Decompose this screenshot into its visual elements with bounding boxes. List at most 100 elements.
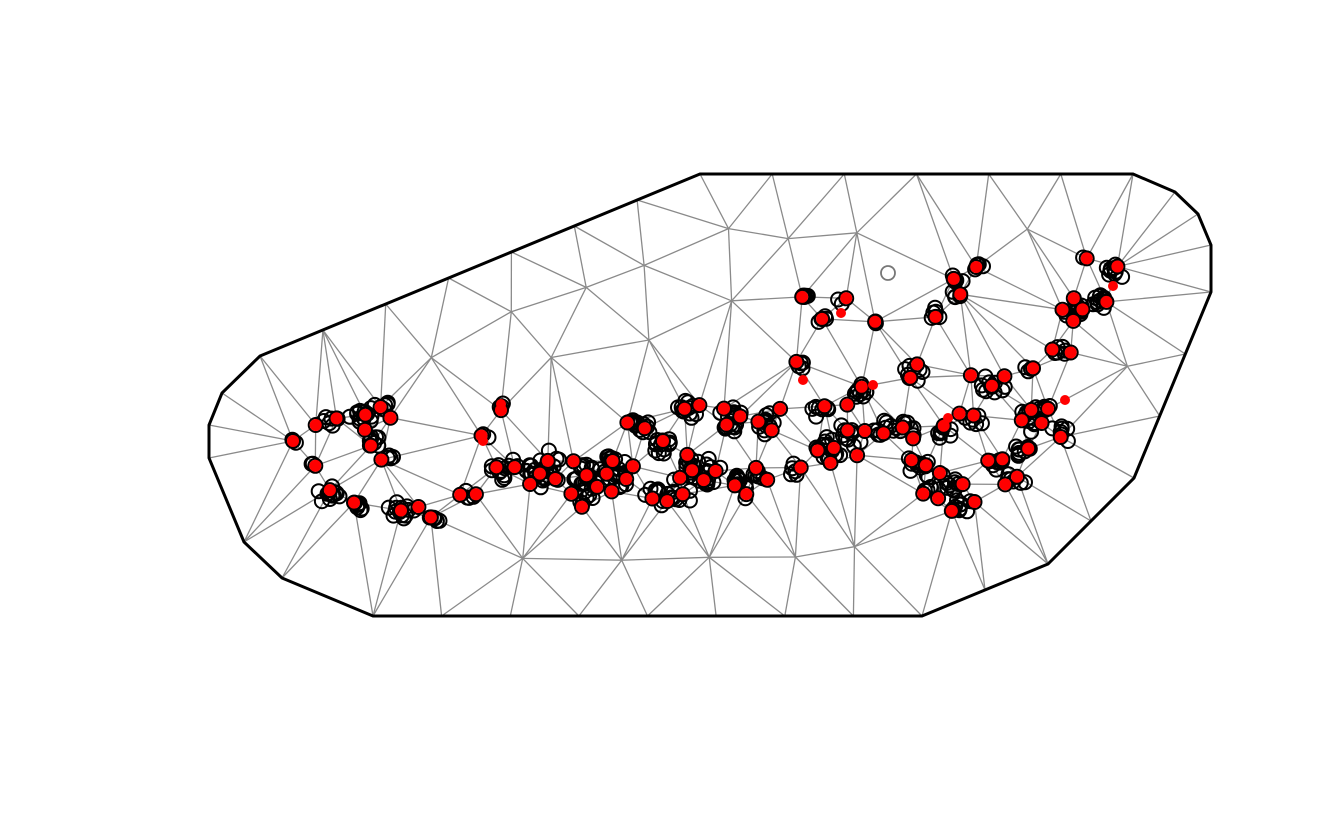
mesh-edge: [511, 251, 587, 288]
mesh-node: [330, 412, 343, 425]
mesh-edge: [475, 483, 531, 495]
mesh-node: [358, 423, 371, 436]
mesh-edge: [788, 232, 857, 240]
mesh-edge: [959, 294, 972, 376]
mesh-node: [954, 288, 967, 301]
mesh-edge: [643, 228, 729, 266]
mesh-node: [359, 408, 372, 421]
mesh-edge: [621, 556, 710, 561]
mesh-edge: [500, 409, 549, 462]
mesh-edge: [647, 556, 710, 617]
mesh-edge: [259, 355, 317, 426]
mesh-edge: [322, 329, 382, 408]
mesh-edge: [636, 199, 645, 266]
mesh-node: [968, 496, 981, 508]
mesh-edge: [727, 228, 733, 301]
mesh-edge: [208, 440, 294, 459]
mesh-node: [1054, 431, 1067, 443]
observation-point: [772, 400, 789, 417]
mesh-edge: [682, 493, 710, 558]
mesh-edge: [794, 467, 802, 558]
mesh-edge: [547, 357, 552, 461]
mesh-edge: [766, 479, 797, 558]
mesh-node: [1035, 417, 1048, 429]
mesh-edge: [573, 225, 645, 266]
mesh-edge: [739, 361, 797, 417]
mesh-node: [1025, 403, 1038, 416]
mesh-node: [626, 460, 639, 473]
mesh-edge: [643, 264, 732, 302]
mesh-node: [454, 488, 467, 501]
mesh-node: [790, 355, 803, 368]
mesh-edge: [550, 287, 587, 358]
mesh-node: [575, 500, 588, 513]
mesh-edge: [322, 329, 366, 415]
mesh-node: [600, 467, 613, 480]
mesh-edge: [500, 311, 512, 411]
mesh-node: [953, 407, 966, 420]
mesh-node: [905, 454, 918, 467]
mesh-node: [858, 425, 871, 437]
mesh-node: [490, 461, 503, 474]
mesh-edge: [578, 559, 623, 617]
mesh-edge: [854, 546, 923, 617]
mesh-node: [364, 439, 377, 452]
observation-point: [341, 408, 358, 425]
mesh-node: [945, 504, 958, 517]
mesh-node: [836, 308, 846, 318]
mesh-node: [678, 402, 691, 415]
observation-point: [373, 451, 390, 468]
mesh-edge: [243, 440, 294, 543]
mesh-edge: [1127, 353, 1186, 367]
mesh-edge: [728, 227, 789, 240]
mesh-edge: [975, 266, 1063, 311]
observation-point: [361, 437, 378, 454]
mesh-node: [851, 449, 864, 462]
mesh-node: [824, 456, 837, 469]
mesh-edge: [281, 502, 355, 579]
mesh-edge: [874, 278, 955, 323]
observation-point: [650, 445, 667, 462]
mesh-edge: [854, 493, 924, 548]
mesh-node: [1022, 442, 1035, 455]
mesh-edge: [1106, 301, 1186, 355]
mesh-edge: [441, 557, 524, 617]
mesh-node: [646, 492, 659, 505]
mesh-node: [999, 478, 1012, 491]
mesh-node: [841, 398, 854, 411]
mesh-node: [1080, 252, 1093, 265]
mesh-edge: [315, 444, 372, 467]
mesh-node: [956, 478, 969, 491]
mesh-node: [348, 496, 360, 509]
observation-point: [813, 311, 830, 327]
mesh-edge: [621, 559, 649, 617]
mesh-edge: [856, 232, 954, 280]
mesh-node: [375, 453, 388, 466]
mesh-edge: [381, 459, 461, 496]
mesh-edge: [1117, 213, 1199, 268]
mesh-node: [765, 424, 778, 437]
mesh-edge: [909, 377, 945, 427]
mesh-edge: [1060, 436, 1092, 522]
mesh-edge: [522, 506, 583, 559]
mesh-edge: [475, 493, 524, 559]
mesh-edge: [787, 173, 845, 240]
mesh-node: [750, 461, 762, 474]
mesh-node: [998, 370, 1011, 383]
mesh-edge: [845, 232, 858, 299]
mesh-edge: [843, 173, 858, 233]
mesh-node: [919, 459, 932, 472]
mesh-edge: [874, 321, 911, 379]
mesh-edge: [821, 318, 863, 388]
mesh-node: [933, 467, 946, 479]
mesh-node: [567, 455, 580, 468]
mesh-edge: [626, 339, 650, 423]
mesh-edge: [389, 357, 432, 419]
mesh-edge: [621, 500, 668, 561]
mesh-edge: [648, 339, 700, 406]
mesh-edge: [921, 510, 953, 617]
mesh-edge: [551, 339, 650, 359]
observation-point: [949, 492, 965, 509]
